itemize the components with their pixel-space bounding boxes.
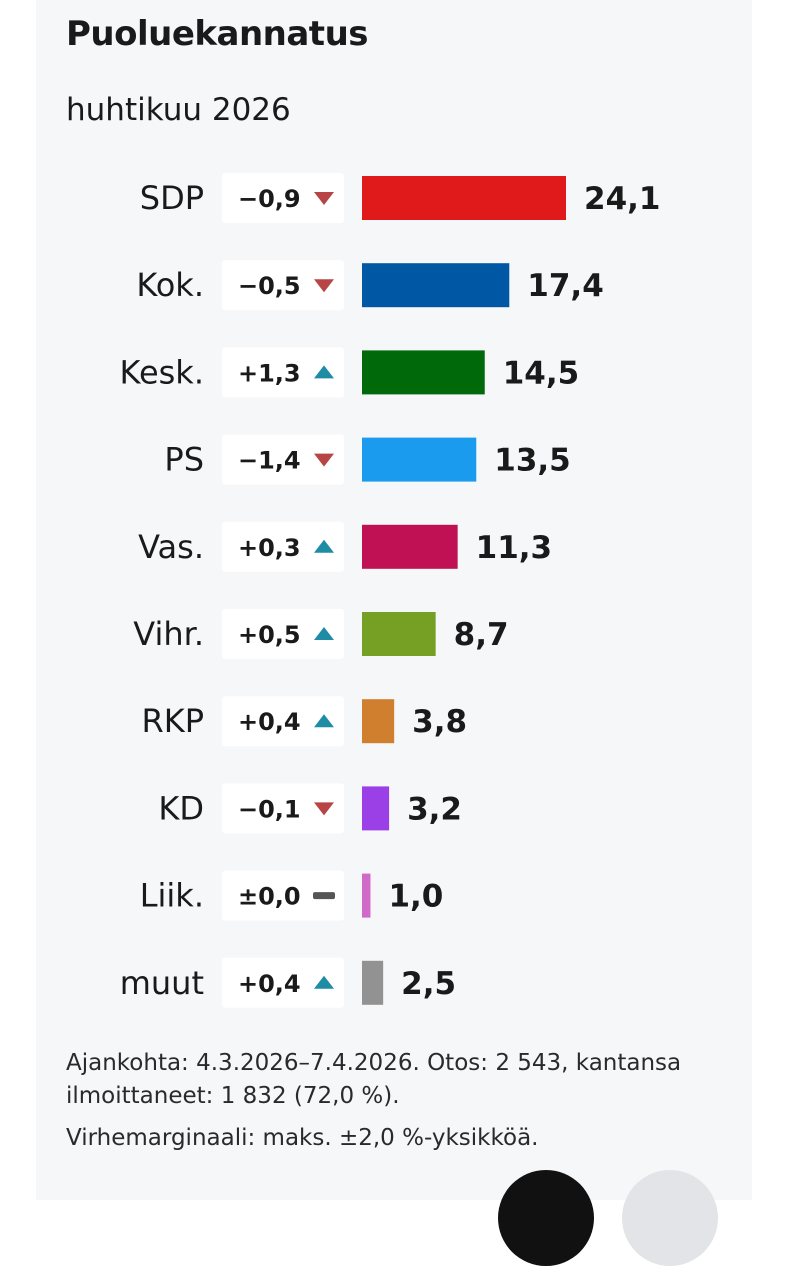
up-arrow-icon [314,714,334,728]
bar-kd [362,786,390,831]
down-arrow-icon [314,192,334,205]
bar-sdp [362,176,566,220]
change-value-kesk: +1,3 [238,359,301,387]
party-label-vihr: Vihr. [133,615,204,653]
chart-subtitle: huhtikuu 2026 [66,92,291,128]
bar-vas [362,524,458,569]
down-arrow-icon [314,279,334,293]
change-value-sdp: −0,9 [238,185,301,213]
party-support-chart: SDP −0,9 24,1 Kok. −0,5 17,4 Kesk. +1,3 14,5 PS −1… [120,173,661,1008]
change-value-vihr: +0,5 [238,621,301,649]
change-box-kesk [222,347,344,398]
change-box-vihr [222,609,344,659]
change-value-muut: +0,4 [238,970,301,998]
change-value-kok: −0,5 [238,272,301,300]
bar-kesk [362,350,485,395]
change-box-kd [222,783,344,834]
party-label-rkp: RKP [141,702,204,740]
change-value-vas: +0,3 [238,534,301,562]
change-value-rkp: +0,4 [238,708,301,736]
change-box-vas [222,521,344,572]
value-label-vas: 11,3 [476,530,553,566]
party-label-liik: Liik. [140,877,204,915]
value-label-kd: 3,2 [407,791,462,827]
down-arrow-icon [314,802,334,816]
value-label-rkp: 3,8 [412,704,467,740]
value-label-kesk: 14,5 [503,355,580,391]
bar-liik [362,873,371,918]
change-box-rkp [222,696,344,747]
no-change-icon [313,892,335,900]
footnote-sample: Ajankohta: 4.3.2026–7.4.2026. Otos: 2 54… [66,1050,682,1109]
value-label-vihr: 8,7 [454,617,509,653]
change-box-liik [222,870,344,921]
party-label-vas: Vas. [138,528,204,566]
dark-round-button[interactable] [498,1170,594,1266]
bar-vihr [362,612,436,656]
change-box-ps [222,434,344,485]
party-label-kesk: Kesk. [120,353,204,391]
value-label-liik: 1,0 [388,879,443,915]
party-label-kd: KD [158,789,204,827]
value-label-muut: 2,5 [401,966,456,1002]
change-value-liik: ±0,0 [238,883,301,911]
up-arrow-icon [314,365,334,379]
bar-rkp [362,699,395,744]
bar-muut [362,960,384,1005]
party-label-ps: PS [164,441,204,479]
up-arrow-icon [314,539,334,553]
up-arrow-icon [314,975,334,989]
down-arrow-icon [314,453,334,467]
value-label-ps: 13,5 [494,443,571,479]
chart-title: Puoluekannatus [66,14,369,54]
bar-kok [362,263,510,308]
change-box-muut [222,957,344,1008]
party-label-kok: Kok. [136,266,204,304]
value-label-kok: 17,4 [527,268,604,304]
footnote-margin: Virhemarginaali: maks. ±2,0 %-yksikköä. [66,1125,539,1151]
party-label-muut: muut [120,964,204,1002]
change-value-ps: −1,4 [238,447,301,475]
change-box-kok [222,260,344,311]
party-label-sdp: SDP [140,179,204,217]
change-value-kd: −0,1 [238,795,301,823]
change-box-sdp [222,173,344,223]
up-arrow-icon [314,627,334,640]
bar-ps [362,437,477,482]
value-label-sdp: 24,1 [584,181,661,217]
light-round-button[interactable] [622,1170,718,1266]
